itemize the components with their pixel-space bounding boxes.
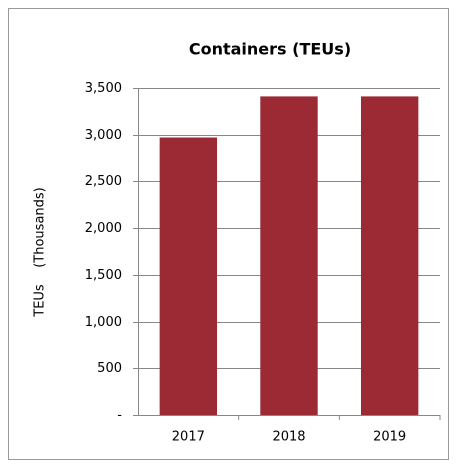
y-tick-label: 500: [97, 361, 122, 376]
y-tick-label: 1,500: [85, 268, 122, 283]
bar: [260, 96, 318, 415]
x-tick-label: 2017: [172, 430, 205, 445]
y-tick-label: 2,000: [85, 221, 122, 236]
bar: [360, 96, 419, 415]
x-tick-label: 2019: [373, 430, 406, 445]
y-tick-label: 1,000: [85, 315, 122, 330]
y-tick-label: 2,500: [85, 174, 122, 189]
x-tick-label: 2018: [272, 430, 305, 445]
y-tick-label: 3,000: [85, 128, 122, 143]
y-tick-label: 3,500: [85, 81, 122, 96]
bar: [159, 137, 218, 415]
y-axis-label: TEUs (Thousands): [33, 187, 48, 318]
y-tick-label: -: [117, 408, 122, 423]
chart-title: Containers (TEUs): [189, 40, 351, 59]
